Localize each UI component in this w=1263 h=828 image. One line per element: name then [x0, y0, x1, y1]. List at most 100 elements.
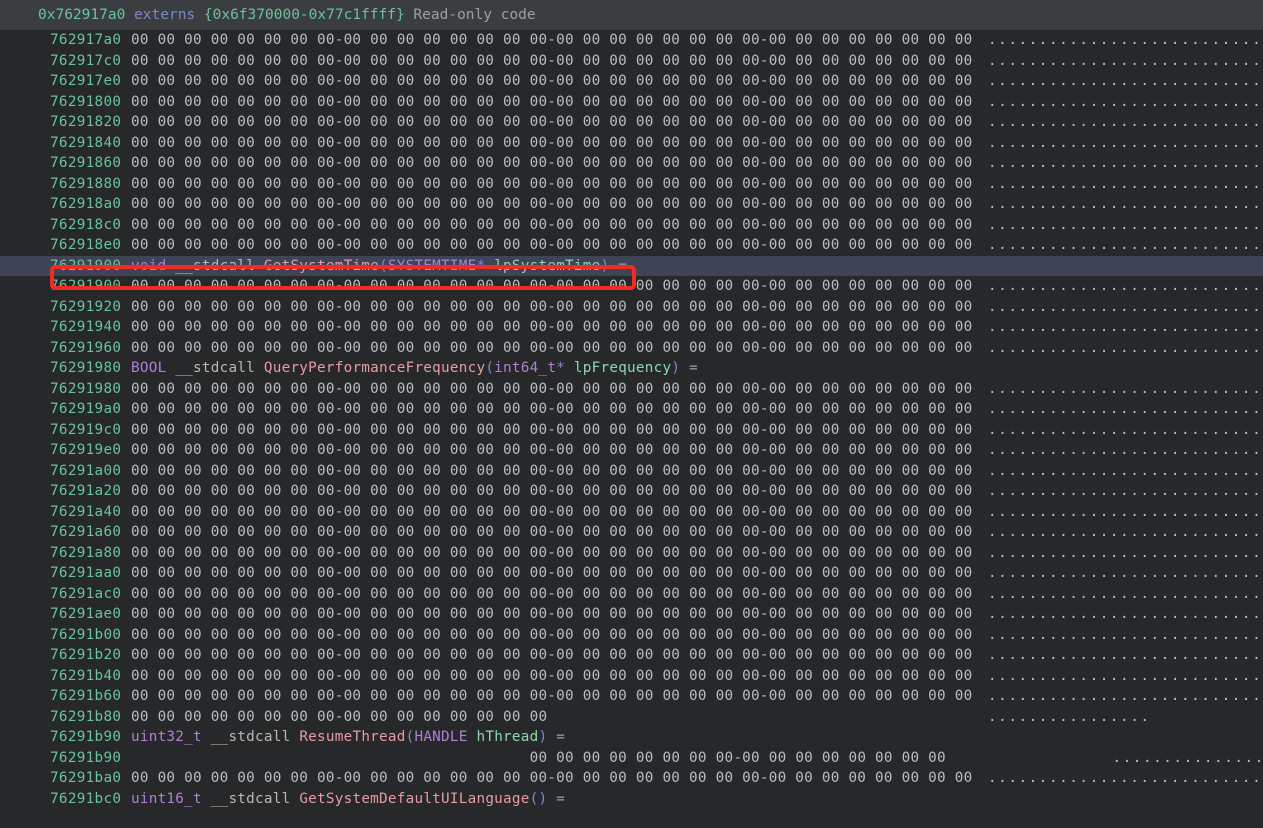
hex-bytes: 00 00 00 00 00 00 00 00-00 00 00 00 00 0…: [131, 626, 973, 643]
row-address: 76291b80: [50, 708, 122, 725]
hex-bytes: 00 00 00 00 00 00 00 00-00 00 00 00 00 0…: [529, 749, 946, 766]
function-signature-row[interactable]: 76291b90 uint32_t __stdcall ResumeThread(…: [0, 727, 1263, 748]
hex-dump-row[interactable]: 76291a60 00 00 00 00 00 00 00 00-00 00 00…: [0, 522, 1263, 543]
row-address: 762918c0: [50, 216, 122, 233]
signature-calling-convention: __stdcall: [175, 360, 256, 376]
hex-dump-row[interactable]: 76291820 00 00 00 00 00 00 00 00-00 00 00…: [0, 112, 1263, 133]
hex-bytes: 00 00 00 00 00 00 00 00-00 00 00 00 00 0…: [131, 462, 973, 479]
row-address: 76291a40: [50, 503, 122, 520]
row-address: 762918e0: [50, 237, 122, 253]
signature-suffix: =: [547, 729, 566, 745]
ascii-column: ................: [1112, 749, 1263, 766]
hex-dump-row[interactable]: 762919e0 00 00 00 00 00 00 00 00-00 00 00…: [0, 440, 1263, 461]
hex-dump-row[interactable]: 76291b80 00 00 00 00 00 00 00 00-00 00 00…: [0, 707, 1263, 728]
function-signature-row[interactable]: 76291980 BOOL __stdcall QueryPerformanceF…: [0, 358, 1263, 379]
signature-return-type: void: [131, 257, 167, 274]
hex-dump-row[interactable]: 76291ae0 00 00 00 00 00 00 00 00-00 00 00…: [0, 604, 1263, 625]
ascii-column: ................................: [988, 647, 1263, 663]
hex-dump-row[interactable]: 762919c0 00 00 00 00 00 00 00 00-00 00 00…: [0, 420, 1263, 441]
hex-dump-row[interactable]: 76291ac0 00 00 00 00 00 00 00 00-00 00 00…: [0, 584, 1263, 605]
ascii-column: ................................: [988, 544, 1263, 561]
signature-param-spacer: [485, 258, 494, 274]
row-address: 762917c0: [50, 52, 122, 69]
function-signature-row[interactable]: 76291900 void __stdcall GetSystemTime(SYS…: [0, 255, 1263, 276]
row-address: 76291900: [50, 278, 122, 294]
hex-dump-row[interactable]: 76291860 00 00 00 00 00 00 00 00-00 00 00…: [0, 153, 1263, 174]
hex-dump-row[interactable]: 76291b60 00 00 00 00 00 00 00 00-00 00 00…: [0, 686, 1263, 707]
hex-dump-row[interactable]: 76291a20 00 00 00 00 00 00 00 00-00 00 00…: [0, 481, 1263, 502]
row-address: 76291aa0: [50, 565, 122, 581]
hex-dump-row[interactable]: 76291b20 00 00 00 00 00 00 00 00-00 00 00…: [0, 645, 1263, 666]
hex-dump-row[interactable]: 76291a40 00 00 00 00 00 00 00 00-00 00 00…: [0, 502, 1263, 523]
hex-dump-row[interactable]: 76291880 00 00 00 00 00 00 00 00-00 00 00…: [0, 174, 1263, 195]
hex-bytes: 00 00 00 00 00 00 00 00-00 00 00 00 00 0…: [131, 278, 973, 294]
row-address: 76291a20: [50, 483, 122, 499]
header-section-kind: externs: [134, 7, 196, 23]
hex-dump-row[interactable]: 76291a00 00 00 00 00 00 00 00 00-00 00 00…: [0, 461, 1263, 482]
signature-open-paren: (: [405, 729, 415, 745]
ascii-column: ................................: [988, 442, 1263, 458]
signature-close-paren: ): [671, 360, 681, 376]
signature-param-name: lpSystemTime: [494, 257, 601, 274]
signature-param-name: hThread: [476, 729, 539, 745]
row-address: 76291ae0: [50, 606, 122, 622]
signature-suffix: =: [609, 257, 628, 274]
hex-dump-row[interactable]: 762917c0 00 00 00 00 00 00 00 00-00 00 00…: [0, 51, 1263, 72]
hex-dump-row[interactable]: 76291b40 00 00 00 00 00 00 00 00-00 00 00…: [0, 666, 1263, 687]
hex-bytes: 00 00 00 00 00 00 00 00-00 00 00 00 00 0…: [131, 319, 973, 335]
hex-dump-row[interactable]: 76291940 00 00 00 00 00 00 00 00-00 00 00…: [0, 317, 1263, 338]
signature-spacer-1: [202, 791, 211, 807]
row-address: 762919e0: [50, 442, 122, 458]
row-address: 76291920: [50, 298, 122, 315]
hex-dump-row[interactable]: 76291b90 00 00 00 00 00 00 00 00-00 00 00…: [0, 748, 1263, 769]
signature-close-paren: ): [600, 257, 610, 274]
ascii-column: ................................: [988, 462, 1263, 479]
signature-spacer-1: [166, 258, 175, 274]
row-address: 76291860: [50, 155, 122, 171]
hex-dump-row[interactable]: 76291ba0 00 00 00 00 00 00 00 00-00 00 00…: [0, 768, 1263, 789]
ascii-column: ................................: [988, 770, 1263, 786]
signature-close-paren: ): [538, 729, 548, 745]
hex-dump-row[interactable]: 76291920 00 00 00 00 00 00 00 00-00 00 00…: [0, 297, 1263, 318]
row-address: 76291960: [50, 339, 122, 356]
hex-dump-row[interactable]: 76291a80 00 00 00 00 00 00 00 00-00 00 00…: [0, 543, 1263, 564]
hex-dump-row[interactable]: 762917a0 00 00 00 00 00 00 00 00-00 00 00…: [0, 30, 1263, 51]
hex-dump-row[interactable]: 762918c0 00 00 00 00 00 00 00 00-00 00 00…: [0, 215, 1263, 236]
hex-dump-row[interactable]: 76291900 00 00 00 00 00 00 00 00-00 00 00…: [0, 276, 1263, 297]
hex-dump-row[interactable]: 76291960 00 00 00 00 00 00 00 00-00 00 00…: [0, 338, 1263, 359]
row-address: 762917e0: [50, 73, 122, 89]
signature-function-name: ResumeThread: [299, 729, 406, 745]
header-address-range: {0x6f370000-0x77c1ffff}: [203, 7, 405, 23]
row-address: 76291b00: [50, 626, 122, 643]
header-permissions: Read-only code: [413, 7, 536, 23]
row-address: 76291bc0: [50, 790, 122, 807]
signature-spacer-2: [290, 729, 299, 745]
signature-pointer-star: *: [556, 360, 566, 376]
hex-dump-row[interactable]: 762917e0 00 00 00 00 00 00 00 00-00 00 00…: [0, 71, 1263, 92]
row-address: 76291800: [50, 93, 122, 110]
signature-suffix: =: [680, 360, 698, 376]
hex-dump-row[interactable]: 76291b00 00 00 00 00 00 00 00 00-00 00 00…: [0, 625, 1263, 646]
ascii-column: ................................: [988, 216, 1263, 233]
hex-dump-row[interactable]: 76291980 00 00 00 00 00 00 00 00-00 00 00…: [0, 379, 1263, 400]
row-address: 76291ac0: [50, 585, 122, 602]
ascii-column: ................................: [988, 155, 1263, 171]
signature-spacer-2: [255, 360, 264, 376]
row-address: 76291840: [50, 134, 122, 151]
signature-open-paren: (: [529, 790, 539, 807]
hex-bytes: 00 00 00 00 00 00 00 00-00 00 00 00 00 0…: [131, 114, 973, 130]
hex-dump-row[interactable]: 76291840 00 00 00 00 00 00 00 00-00 00 00…: [0, 133, 1263, 154]
row-address: 762919c0: [50, 421, 122, 438]
hex-dump-row[interactable]: 76291aa0 00 00 00 00 00 00 00 00-00 00 00…: [0, 563, 1263, 584]
signature-close-paren: ): [538, 790, 548, 807]
hex-bytes: 00 00 00 00 00 00 00 00-00 00 00 00 00 0…: [131, 442, 973, 458]
hex-dump-row[interactable]: 762918a0 00 00 00 00 00 00 00 00-00 00 00…: [0, 194, 1263, 215]
hex-dump-row[interactable]: 762919a0 00 00 00 00 00 00 00 00-00 00 00…: [0, 399, 1263, 420]
hex-dump-row[interactable]: 762918e0 00 00 00 00 00 00 00 00-00 00 00…: [0, 235, 1263, 256]
hex-dump-row[interactable]: 76291800 00 00 00 00 00 00 00 00-00 00 00…: [0, 92, 1263, 113]
function-signature-row[interactable]: 76291bc0 uint16_t __stdcall GetSystemDefa…: [0, 789, 1263, 810]
signature-text: uint32_t __stdcall ResumeThread(HANDLE h…: [131, 727, 565, 748]
ascii-column: ................................: [988, 278, 1263, 294]
hex-rows-container[interactable]: 762917a0 00 00 00 00 00 00 00 00-00 00 00…: [0, 30, 1263, 828]
hex-bytes: 00 00 00 00 00 00 00 00-00 00 00 00 00 0…: [131, 585, 973, 602]
